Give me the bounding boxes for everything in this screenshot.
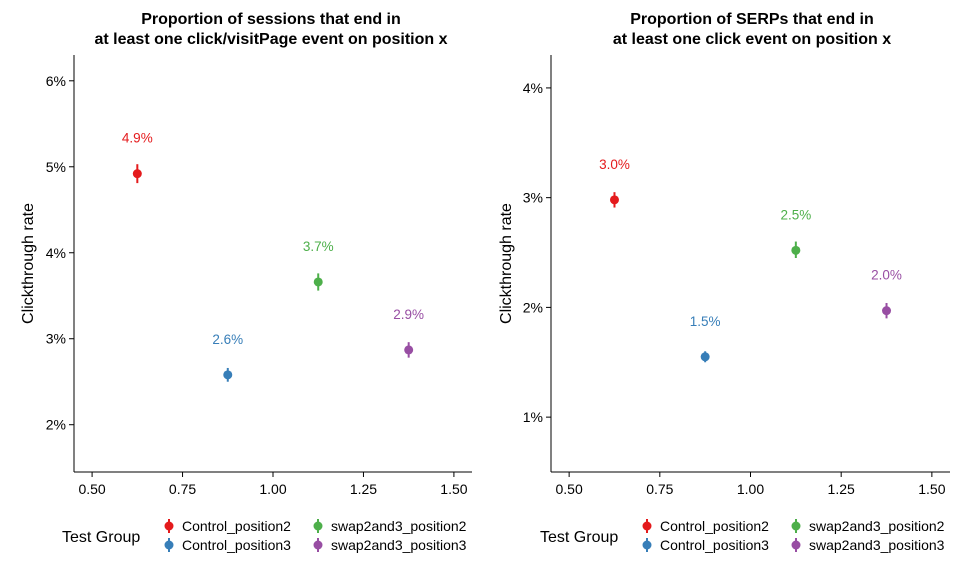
y-tick-label: 5% xyxy=(46,159,66,175)
data-label: 2.6% xyxy=(212,332,243,347)
y-tick-label: 4% xyxy=(523,80,543,96)
legend-item-label: Control_position2 xyxy=(660,518,769,534)
x-tick-label: 0.50 xyxy=(78,481,105,497)
x-tick-label: 1.00 xyxy=(259,481,286,497)
data-label: 4.9% xyxy=(122,131,153,146)
data-label: 3.7% xyxy=(303,239,334,254)
x-tick-label: 0.75 xyxy=(646,481,673,497)
chart-title-line: at least one click/visitPage event on po… xyxy=(95,31,448,48)
chart-title-line: Proportion of SERPs that end in xyxy=(630,11,874,28)
x-tick-label: 1.25 xyxy=(350,481,377,497)
y-tick-label: 6% xyxy=(46,73,66,89)
legend-item-label: Control_position2 xyxy=(182,518,291,534)
legend-key-point xyxy=(313,540,323,550)
legend-key-point xyxy=(642,521,652,531)
data-point xyxy=(882,306,892,316)
data-label: 2.0% xyxy=(871,268,902,283)
legend-key-point xyxy=(164,521,174,531)
legend-title: Test Group xyxy=(62,529,140,546)
legend-title: Test Group xyxy=(540,529,618,546)
legend-key-point xyxy=(313,521,323,531)
legend-key-point xyxy=(791,521,801,531)
chart-title-line: at least one click event on position x xyxy=(613,31,891,48)
y-axis-label: Clickthrough rate xyxy=(20,203,37,324)
data-point xyxy=(609,195,619,205)
legend-item-label: swap2and3_position2 xyxy=(809,518,945,534)
y-tick-label: 1% xyxy=(523,409,543,425)
data-label: 2.9% xyxy=(393,307,424,322)
legend-item-label: swap2and3_position3 xyxy=(809,537,945,553)
legend-key-point xyxy=(791,540,801,550)
y-tick-label: 2% xyxy=(523,299,543,315)
legend-key-point xyxy=(642,540,652,550)
data-point xyxy=(404,345,414,355)
x-tick-label: 1.50 xyxy=(440,481,467,497)
chart-title-line: Proportion of sessions that end in xyxy=(141,11,401,28)
data-point xyxy=(132,169,142,179)
x-tick-label: 1.25 xyxy=(828,481,855,497)
data-label: 3.0% xyxy=(599,157,630,172)
data-point xyxy=(791,245,801,255)
x-tick-label: 1.00 xyxy=(737,481,764,497)
data-label: 2.5% xyxy=(780,207,811,222)
y-tick-label: 2% xyxy=(46,417,66,433)
data-point xyxy=(700,352,710,362)
legend-key-point xyxy=(164,540,174,550)
x-tick-label: 1.50 xyxy=(918,481,945,497)
data-point xyxy=(223,370,233,380)
y-tick-label: 3% xyxy=(523,190,543,206)
legend-item-label: swap2and3_position3 xyxy=(331,537,467,553)
data-point xyxy=(313,277,323,287)
y-axis-label: Clickthrough rate xyxy=(498,203,515,324)
x-tick-label: 0.75 xyxy=(169,481,196,497)
legend-item-label: Control_position3 xyxy=(660,537,769,553)
y-tick-label: 4% xyxy=(46,245,66,261)
y-tick-label: 3% xyxy=(46,331,66,347)
legend-item-label: Control_position3 xyxy=(182,537,291,553)
x-tick-label: 0.50 xyxy=(556,481,583,497)
legend-item-label: swap2and3_position2 xyxy=(331,518,467,534)
data-label: 1.5% xyxy=(690,314,721,329)
